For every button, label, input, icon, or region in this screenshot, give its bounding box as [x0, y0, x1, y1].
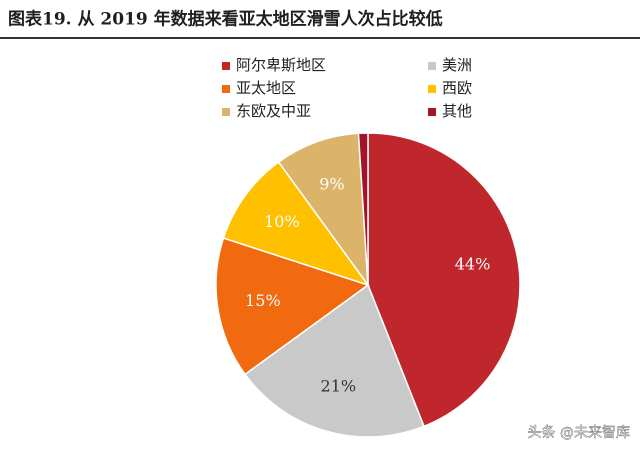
chart-title: 图表19. 从 2019 年数据来看亚太地区滑雪人次占比较低 — [8, 9, 443, 30]
legend-swatch — [428, 108, 436, 116]
legend-label: 亚太地区 — [236, 79, 296, 97]
pie-slice — [243, 283, 425, 438]
pie-slice — [215, 237, 370, 376]
pie-slice — [222, 160, 370, 287]
legend-label: 美洲 — [442, 56, 472, 74]
data-label: 44% — [455, 255, 491, 274]
legend-label: 阿尔卑斯地区 — [236, 56, 326, 74]
legend-swatch — [222, 62, 230, 70]
legend-swatch — [222, 85, 230, 93]
watermark: 头条 @未来智库 — [528, 424, 630, 441]
legend-swatch — [222, 108, 230, 116]
pie-slice — [277, 132, 369, 288]
pie-slice — [367, 132, 521, 428]
legend-label: 东欧及中亚 — [236, 102, 311, 120]
data-label: 15% — [245, 291, 281, 310]
legend-swatch — [428, 62, 436, 70]
legend-swatch — [428, 85, 436, 93]
data-label: 10% — [264, 212, 300, 231]
pie-slice — [357, 132, 369, 286]
data-label: 21% — [321, 377, 357, 396]
legend-label: 西欧 — [442, 79, 472, 97]
legend-label: 其他 — [442, 102, 472, 120]
data-label: 9% — [319, 174, 344, 193]
